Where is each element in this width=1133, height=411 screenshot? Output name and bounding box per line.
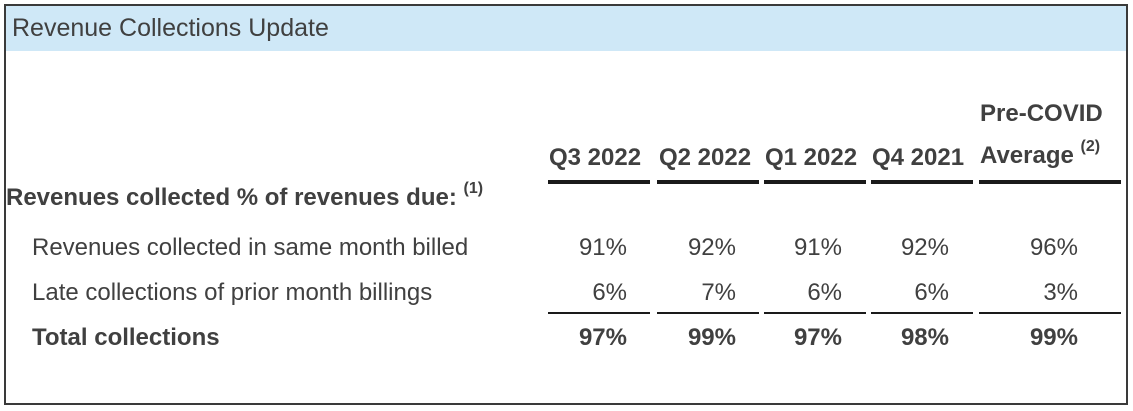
column-header-q2-2022: Q2 2022 bbox=[659, 144, 752, 171]
row-label-late-collections: Late collections of prior month billings bbox=[32, 279, 433, 306]
cell-total-precovid: 99% bbox=[1029, 324, 1078, 351]
cell-total-q1-2022: 97% bbox=[793, 324, 842, 351]
subtotal-rule-q4-2021 bbox=[871, 312, 973, 314]
cell-total-q3-2022: 97% bbox=[578, 324, 627, 351]
section-heading-label: Revenues collected % of revenues due: bbox=[6, 184, 457, 211]
cell-late-q4-2021: 6% bbox=[914, 279, 949, 306]
cell-late-q2-2022: 7% bbox=[701, 279, 736, 306]
column-header-q3-2022: Q3 2022 bbox=[549, 144, 642, 171]
subtotal-rule-q2-2022 bbox=[657, 312, 759, 314]
column-header-precovid-line2: Average (2) bbox=[980, 138, 1100, 170]
header-rule-q4-2021 bbox=[871, 180, 973, 184]
header-rule-q2-2022 bbox=[657, 180, 759, 184]
precovid-average-label: Average bbox=[980, 142, 1074, 169]
section-heading: Revenues collected % of revenues due: (1… bbox=[6, 180, 483, 212]
table-title: Revenue Collections Update bbox=[12, 14, 329, 42]
column-header-precovid-line1: Pre-COVID bbox=[980, 100, 1103, 127]
cell-total-q2-2022: 99% bbox=[687, 324, 736, 351]
cell-same-month-q3-2022: 91% bbox=[578, 234, 627, 261]
cell-same-month-q4-2021: 92% bbox=[900, 234, 949, 261]
row-label-total: Total collections bbox=[32, 324, 220, 351]
cell-late-q3-2022: 6% bbox=[592, 279, 627, 306]
header-rule-q1-2022 bbox=[764, 180, 866, 184]
header-rule-q3-2022 bbox=[548, 180, 650, 184]
footnote-marker-2: (2) bbox=[1080, 138, 1101, 155]
column-header-q1-2022: Q1 2022 bbox=[765, 144, 858, 171]
cell-same-month-q1-2022: 91% bbox=[793, 234, 842, 261]
cell-late-precovid: 3% bbox=[1043, 279, 1078, 306]
cell-total-q4-2021: 98% bbox=[900, 324, 949, 351]
subtotal-rule-q3-2022 bbox=[548, 312, 650, 314]
cell-late-q1-2022: 6% bbox=[807, 279, 842, 306]
cell-same-month-q2-2022: 92% bbox=[687, 234, 736, 261]
header-rule-precovid bbox=[979, 180, 1121, 184]
cell-same-month-precovid: 96% bbox=[1029, 234, 1078, 261]
collections-table-frame: Revenue Collections Update bbox=[4, 4, 1128, 405]
row-label-same-month: Revenues collected in same month billed bbox=[32, 234, 469, 261]
column-header-q4-2021: Q4 2021 bbox=[872, 144, 965, 171]
title-bar: Revenue Collections Update bbox=[6, 6, 1126, 51]
footnote-marker-1: (1) bbox=[463, 180, 484, 197]
subtotal-rule-q1-2022 bbox=[764, 312, 866, 314]
subtotal-rule-precovid bbox=[979, 312, 1121, 314]
